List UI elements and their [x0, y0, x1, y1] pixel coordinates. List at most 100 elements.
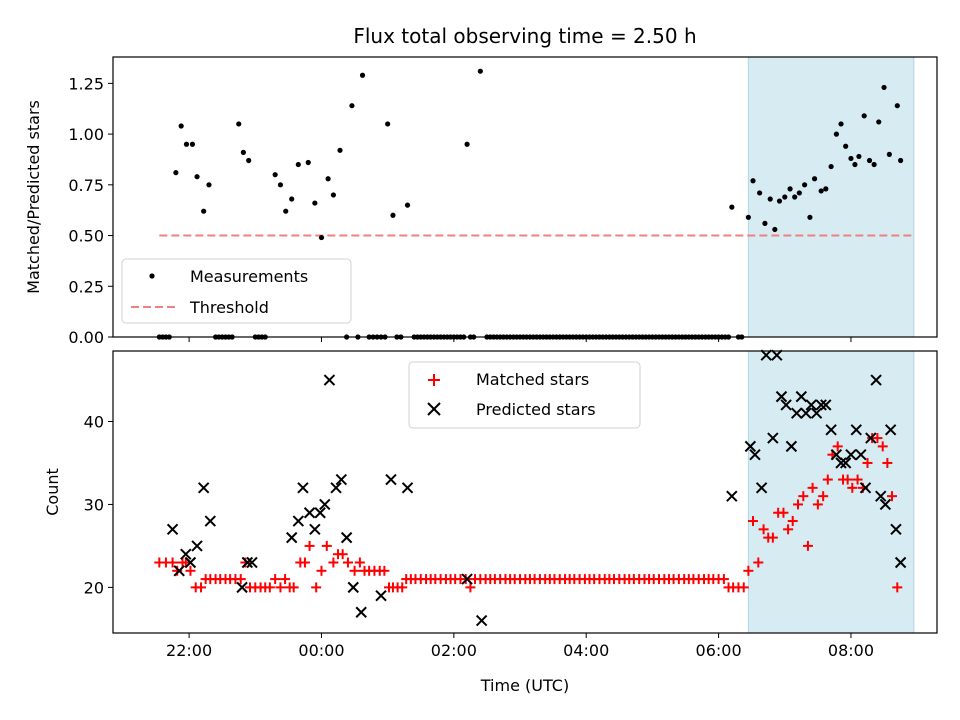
matched-star-point: [798, 491, 809, 502]
measurement-point: [272, 172, 278, 178]
measurement-point: [236, 121, 242, 127]
predicted-star-point: [180, 548, 192, 560]
predicted-star-point: [355, 606, 367, 618]
measurement-point: [283, 208, 289, 214]
matched-star-point: [758, 524, 769, 535]
predicted-star-point: [825, 424, 837, 436]
matched-star-point: [778, 507, 789, 518]
predicted-star-point: [790, 407, 803, 419]
predicted-star-point: [870, 374, 882, 386]
predicted-star-point: [835, 457, 847, 469]
measurement-point: [807, 214, 813, 220]
measurement-point: [856, 153, 862, 160]
matched-star-point: [304, 540, 315, 551]
predicted-star-point: [191, 540, 203, 552]
matched-star-point: [167, 557, 178, 568]
measurement-point: [833, 131, 839, 137]
matched-star-point: [793, 499, 804, 510]
predicted-star-point: [173, 565, 185, 577]
matched-star-point: [299, 557, 310, 568]
measurement-point: [838, 121, 844, 127]
legend-label-measurements: Measurements: [190, 267, 308, 286]
matched-star-point: [337, 549, 348, 560]
x-tick-label: 02:00: [431, 641, 477, 660]
matched-star-point: [886, 491, 897, 502]
measurement-point: [811, 176, 818, 182]
legend-label-predicted: Predicted stars: [476, 400, 596, 419]
matched-star-point: [379, 565, 390, 576]
matched-star-point: [275, 582, 286, 593]
matched-star-point: [842, 474, 853, 485]
measurement-point: [337, 147, 343, 153]
matched-stars-points: [154, 433, 903, 593]
measurement-point: [871, 161, 877, 168]
measurement-point: [823, 186, 829, 192]
y-tick-label: 0.25: [68, 277, 104, 296]
measurement-point: [295, 161, 301, 168]
matched-star-point: [862, 457, 873, 468]
measurement-point: [782, 194, 788, 200]
predicted-star-point: [815, 399, 827, 411]
measurement-point: [477, 68, 483, 74]
axes-frame: [112, 56, 938, 338]
measurement-point: [762, 220, 768, 226]
predicted-star-point: [805, 399, 817, 411]
measurement-point: [277, 182, 284, 188]
matched-star-point: [783, 524, 794, 535]
measurement-point: [818, 188, 824, 194]
matched-star-point: [877, 441, 888, 452]
measurement-point: [173, 170, 179, 176]
matched-star-point: [185, 565, 196, 576]
measurement-point: [289, 196, 295, 202]
predicted-star-point: [166, 523, 179, 536]
matched-star-point: [235, 574, 246, 585]
predicted-star-point: [347, 581, 359, 594]
predicted-star-point: [309, 523, 321, 536]
measurement-point: [828, 163, 834, 170]
matched-star-point: [807, 482, 818, 493]
measurement-point: [390, 212, 396, 218]
legend-label-threshold: Threshold: [189, 298, 269, 317]
predicted-star-point: [810, 407, 823, 419]
predicted-star-point: [884, 424, 897, 436]
matched-star-point: [311, 582, 322, 593]
measurement-point: [894, 103, 900, 109]
matched-star-point: [316, 565, 327, 576]
legend: Measurements Threshold: [121, 258, 352, 324]
top-panel: Flux total observing time = 2.50 h 0.000…: [24, 24, 938, 347]
x-tick-label: 00:00: [298, 641, 344, 660]
matched-star-point: [787, 516, 798, 527]
predicted-star-point: [830, 448, 843, 461]
matched-star-point: [872, 433, 883, 444]
matched-star-point: [767, 532, 778, 543]
measurement-point: [796, 190, 802, 196]
matched-star-point: [342, 557, 353, 568]
matched-star-point: [349, 565, 360, 576]
measurement-point: [178, 123, 184, 129]
y-tick-label: 0.00: [68, 328, 104, 347]
measurement-point: [464, 141, 470, 147]
x-axis-label: Time (UTC): [480, 676, 569, 695]
y-axis-label: Matched/Predicted stars: [24, 100, 43, 294]
measurement-point: [183, 141, 190, 147]
predicted-star-point: [767, 432, 779, 444]
matched-star-point: [802, 540, 813, 551]
predicted-star-point: [855, 448, 867, 461]
y-tick-label: 1.25: [68, 74, 104, 93]
matched-star-point: [328, 557, 339, 568]
matched-star-point: [354, 557, 365, 568]
matched-star-point: [753, 557, 764, 568]
predicted-star-point: [771, 349, 783, 361]
predicted-star-point: [859, 482, 872, 494]
predicted-star-point: [385, 473, 397, 486]
y-axis-label: Count: [43, 468, 62, 516]
matched-star-point: [321, 540, 332, 551]
predicted-star-point: [785, 440, 798, 453]
predicted-star-point: [795, 390, 808, 403]
predicted-star-point: [285, 531, 298, 544]
predicted-star-point: [197, 482, 210, 494]
legend-marker-matched: [428, 374, 440, 386]
measurement-point: [330, 192, 336, 198]
x-ticks: 22:00 00:00 02:00 04:00 06:00 08:00: [166, 633, 874, 660]
